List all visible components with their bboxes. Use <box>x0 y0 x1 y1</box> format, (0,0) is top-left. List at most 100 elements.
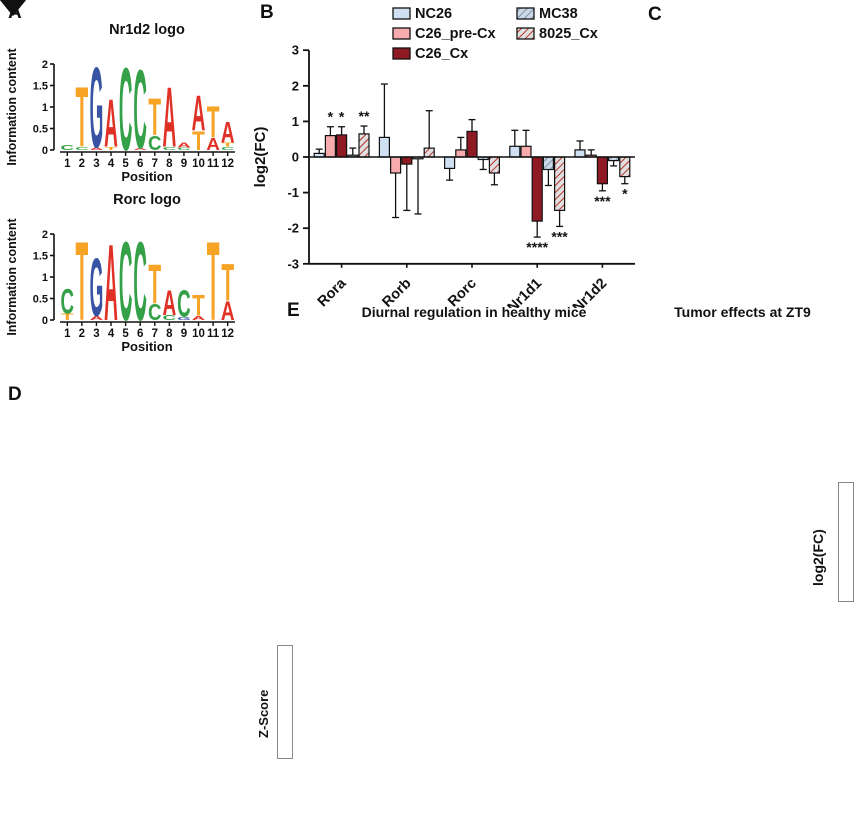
bar <box>378 136 390 158</box>
svg-text:12: 12 <box>221 328 234 340</box>
svg-text:A: A <box>104 221 118 344</box>
bar <box>324 135 337 158</box>
zt9-marker-triangle-day2 <box>0 0 26 16</box>
svg-text:5: 5 <box>122 158 129 170</box>
svg-text:C: C <box>177 284 191 326</box>
right-heatmap-title: Tumor effects at ZT9 <box>674 304 811 320</box>
bar <box>619 156 631 178</box>
svg-text:9: 9 <box>181 158 187 170</box>
svg-text:5: 5 <box>122 328 129 340</box>
zscore-colorbar-label: Z-Score <box>256 689 271 738</box>
svg-text:A: A <box>192 87 206 143</box>
svg-text:0: 0 <box>42 145 48 157</box>
panel-label-d: D <box>8 384 22 405</box>
svg-text:C: C <box>133 47 147 173</box>
svg-text:log2(FC): log2(FC) <box>252 127 269 188</box>
svg-text:3: 3 <box>292 43 299 58</box>
svg-text:A: A <box>177 141 191 149</box>
sequence-logo-nr1d2: Nr1d2 logo 2 1.5 1 0.5 0 Information content 1 2… <box>2 20 245 190</box>
sequence-logo-rorc: Rorc logo 2 1.5 1 0.5 0 Information content 1 2 3… <box>2 190 245 360</box>
svg-text:***: *** <box>551 228 568 244</box>
svg-text:1.5: 1.5 <box>33 251 48 263</box>
svg-text:1: 1 <box>64 158 71 170</box>
svg-text:C: C <box>163 146 177 151</box>
legend-swatch <box>392 7 411 20</box>
zscore-colorbar <box>277 645 293 759</box>
bar <box>509 145 521 158</box>
diurnal-heatmap-timepoint-labels <box>313 763 635 777</box>
svg-text:G: G <box>177 316 191 321</box>
svg-text:A: A <box>104 85 118 161</box>
svg-text:C: C <box>61 143 75 151</box>
svg-text:T: T <box>148 252 161 314</box>
tumor-effects-heatmap <box>697 346 794 760</box>
svg-text:***: *** <box>594 193 611 209</box>
svg-text:C: C <box>119 44 133 175</box>
svg-text:6: 6 <box>137 328 143 340</box>
svg-text:T: T <box>105 146 119 151</box>
svg-text:A: A <box>90 147 104 151</box>
svg-text:1.5: 1.5 <box>33 81 48 93</box>
legend-swatch <box>516 7 535 20</box>
svg-text:1: 1 <box>42 102 48 114</box>
svg-text:G: G <box>90 45 104 172</box>
log2fc-colorbar-label: log2(FC) <box>810 529 826 586</box>
svg-text:Position: Position <box>121 169 172 184</box>
svg-text:1: 1 <box>292 114 299 129</box>
svg-text:8: 8 <box>166 328 173 340</box>
svg-text:3: 3 <box>93 328 99 340</box>
svg-text:7: 7 <box>152 158 158 170</box>
svg-text:Rorc logo: Rorc logo <box>113 192 181 208</box>
svg-text:6: 6 <box>137 158 143 170</box>
svg-text:4: 4 <box>108 158 115 170</box>
svg-text:0: 0 <box>292 150 299 165</box>
svg-text:11: 11 <box>207 328 220 340</box>
bar <box>488 156 500 174</box>
svg-text:9: 9 <box>181 328 187 340</box>
bar <box>554 156 566 212</box>
svg-text:-2: -2 <box>287 221 299 236</box>
svg-text:C: C <box>75 146 89 151</box>
svg-text:G: G <box>90 241 104 334</box>
svg-text:0.5: 0.5 <box>33 294 48 306</box>
svg-text:C: C <box>221 146 235 151</box>
panel-label-b: B <box>260 2 274 23</box>
bar <box>455 149 467 158</box>
svg-text:10: 10 <box>192 158 205 170</box>
svg-text:A: A <box>206 134 220 154</box>
log2fc-colorbar <box>838 482 854 602</box>
svg-text:A: A <box>221 296 235 326</box>
svg-text:*: * <box>622 186 628 202</box>
svg-text:T: T <box>207 99 220 148</box>
svg-text:C: C <box>163 313 177 321</box>
svg-text:C: C <box>177 147 191 151</box>
svg-text:T: T <box>76 220 89 345</box>
svg-text:-1: -1 <box>287 185 299 200</box>
gene-labels <box>642 346 696 760</box>
svg-text:Information content: Information content <box>5 47 19 165</box>
bar-chart-svg: 3 2 1 0 -1 -2 -3 log2(FC) NC26 C26_pre-Cx C26_Cx MC… <box>252 6 635 316</box>
diurnal-heatmap <box>313 346 635 760</box>
svg-text:A: A <box>162 71 176 166</box>
svg-text:A: A <box>192 315 206 322</box>
svg-text:A: A <box>221 117 235 149</box>
bar <box>423 147 435 158</box>
bar <box>466 130 478 158</box>
svg-text:C: C <box>133 220 147 346</box>
svg-text:*: * <box>328 109 334 125</box>
svg-text:A: A <box>90 315 104 322</box>
svg-text:C26_Cx: C26_Cx <box>415 46 468 62</box>
svg-text:C: C <box>148 299 162 326</box>
svg-text:A: A <box>133 147 147 150</box>
panel-label-c: C <box>648 4 662 25</box>
legend-swatch <box>392 47 411 60</box>
svg-text:*: * <box>339 109 345 125</box>
svg-text:T: T <box>192 290 205 322</box>
svg-text:A: A <box>162 284 176 324</box>
svg-text:C: C <box>61 281 75 321</box>
svg-text:T: T <box>61 313 74 322</box>
bar <box>531 156 543 222</box>
legend-swatch <box>392 27 411 40</box>
svg-text:MC38: MC38 <box>539 6 578 22</box>
svg-text:NC26: NC26 <box>415 6 452 22</box>
